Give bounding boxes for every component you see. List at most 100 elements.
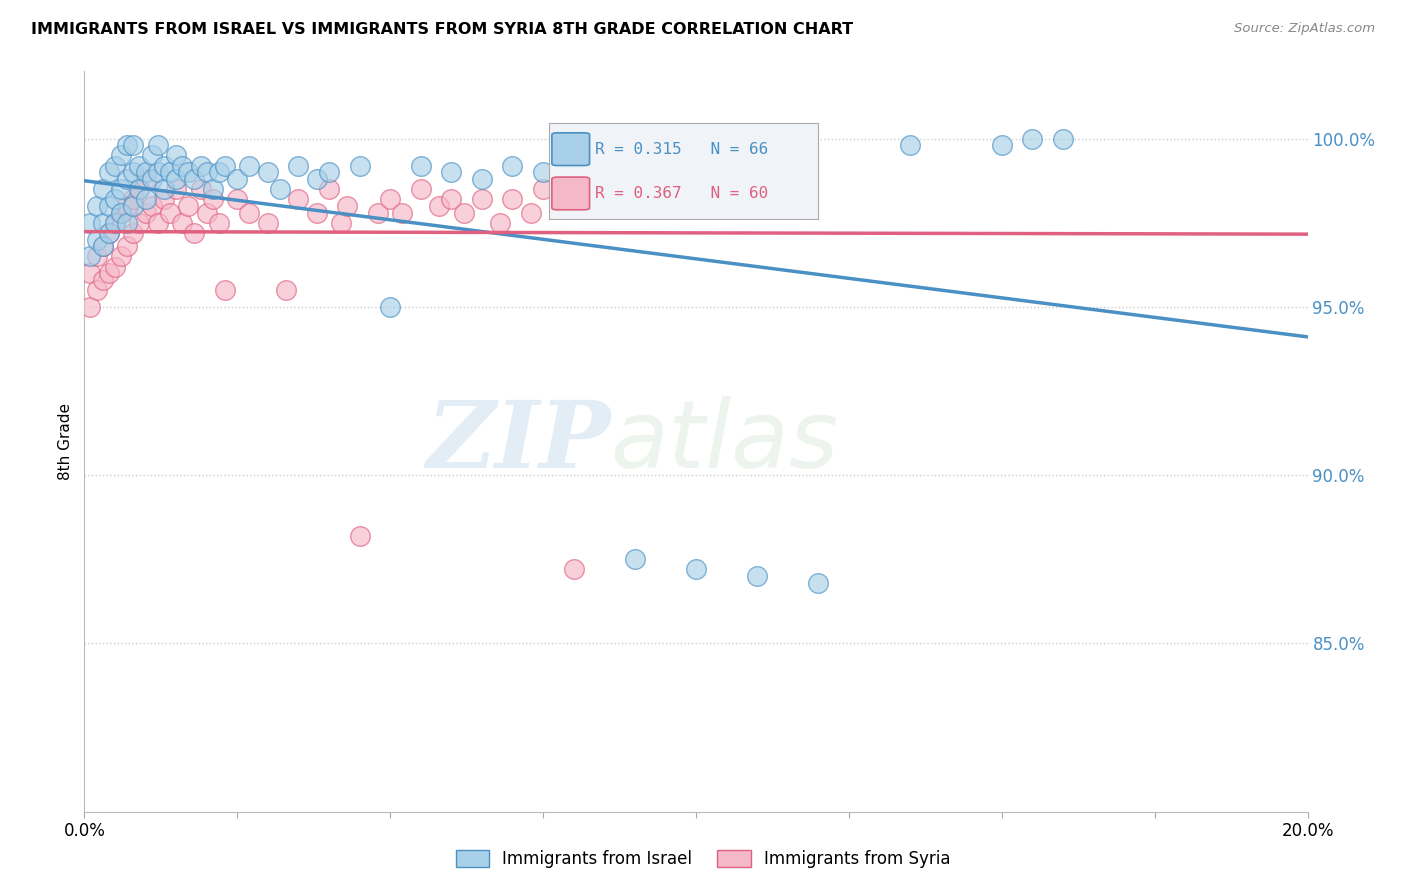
Point	[177, 199, 200, 213]
Point	[336, 199, 359, 213]
Point	[238, 159, 260, 173]
Point	[208, 165, 231, 179]
Point	[153, 159, 176, 173]
Point	[79, 300, 101, 314]
Point	[318, 182, 340, 196]
Point	[453, 205, 475, 219]
Point	[318, 165, 340, 179]
Point	[97, 226, 120, 240]
Point	[159, 165, 181, 179]
Point	[97, 199, 120, 213]
Point	[104, 216, 127, 230]
Point	[550, 199, 572, 213]
Point	[104, 260, 127, 274]
Point	[110, 205, 132, 219]
Point	[427, 199, 450, 213]
Point	[91, 182, 114, 196]
Point	[409, 159, 432, 173]
Point	[91, 239, 114, 253]
Text: atlas: atlas	[610, 396, 838, 487]
Point	[380, 192, 402, 206]
Point	[104, 192, 127, 206]
Point	[898, 138, 921, 153]
Point	[208, 216, 231, 230]
Point	[305, 172, 328, 186]
Point	[380, 300, 402, 314]
Point	[172, 216, 194, 230]
Point	[276, 283, 298, 297]
Point	[110, 182, 132, 196]
Point	[91, 216, 114, 230]
Point	[91, 239, 114, 253]
Point	[104, 216, 127, 230]
Point	[183, 226, 205, 240]
Point	[562, 562, 585, 576]
Point	[135, 165, 157, 179]
Y-axis label: 8th Grade: 8th Grade	[58, 403, 73, 480]
Point	[330, 216, 353, 230]
Point	[115, 138, 138, 153]
Point	[440, 192, 463, 206]
Point	[79, 266, 101, 280]
Point	[367, 205, 389, 219]
Point	[520, 205, 543, 219]
Point	[183, 172, 205, 186]
Point	[1052, 131, 1074, 145]
Point	[190, 182, 212, 196]
Point	[489, 216, 512, 230]
Text: ZIP: ZIP	[426, 397, 610, 486]
Point	[165, 182, 187, 196]
Point	[122, 199, 145, 213]
Point	[305, 205, 328, 219]
Point	[141, 172, 163, 186]
Point	[86, 199, 108, 213]
Point	[122, 138, 145, 153]
Point	[201, 182, 224, 196]
Point	[471, 172, 494, 186]
Point	[115, 239, 138, 253]
Point	[226, 192, 249, 206]
Point	[195, 205, 218, 219]
Point	[502, 192, 524, 206]
Point	[122, 226, 145, 240]
Point	[141, 148, 163, 162]
Point	[214, 159, 236, 173]
Point	[115, 199, 138, 213]
Text: IMMIGRANTS FROM ISRAEL VS IMMIGRANTS FROM SYRIA 8TH GRADE CORRELATION CHART: IMMIGRANTS FROM ISRAEL VS IMMIGRANTS FRO…	[31, 22, 853, 37]
Point	[685, 562, 707, 576]
Point	[122, 192, 145, 206]
Point	[128, 182, 150, 196]
Point	[172, 159, 194, 173]
Point	[190, 159, 212, 173]
Point	[128, 159, 150, 173]
Point	[115, 172, 138, 186]
Point	[146, 138, 169, 153]
Point	[238, 205, 260, 219]
Point	[269, 182, 291, 196]
Point	[214, 283, 236, 297]
Point	[79, 216, 101, 230]
Point	[86, 283, 108, 297]
Point	[128, 216, 150, 230]
Point	[991, 138, 1014, 153]
Point	[257, 165, 280, 179]
Point	[440, 165, 463, 179]
Point	[226, 172, 249, 186]
Point	[201, 192, 224, 206]
Point	[128, 182, 150, 196]
Point	[471, 192, 494, 206]
Legend: Immigrants from Israel, Immigrants from Syria: Immigrants from Israel, Immigrants from …	[449, 843, 957, 875]
Point	[1021, 131, 1043, 145]
Point	[165, 172, 187, 186]
Point	[153, 182, 176, 196]
Point	[110, 205, 132, 219]
Point	[110, 148, 132, 162]
Point	[593, 182, 616, 196]
Point	[531, 182, 554, 196]
Point	[135, 205, 157, 219]
Point	[159, 205, 181, 219]
Point	[97, 165, 120, 179]
Point	[86, 249, 108, 263]
Point	[104, 159, 127, 173]
Point	[115, 216, 138, 230]
